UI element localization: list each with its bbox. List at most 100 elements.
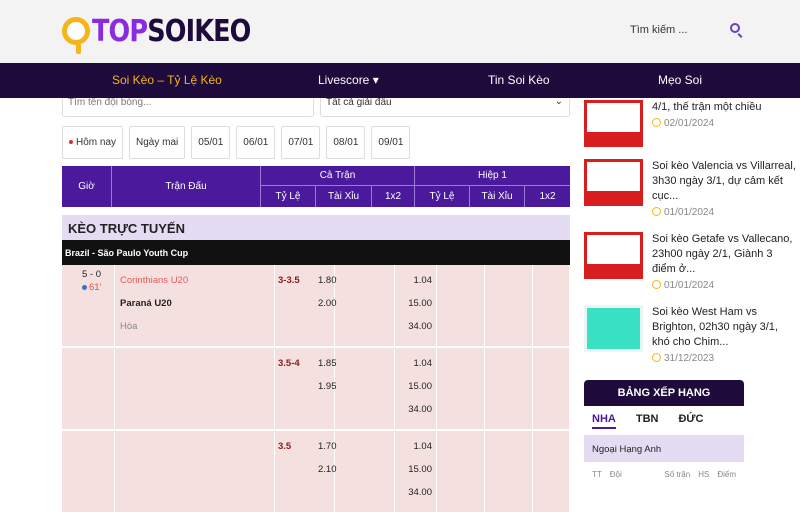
odds-cell (533, 348, 570, 429)
odds-1x2[interactable]: 34.00 (408, 321, 432, 332)
live-odds-title: KÈO TRỰC TUYẾN (62, 215, 570, 240)
article-date: 01/01/2024 (652, 279, 796, 293)
odds-cell (533, 265, 570, 346)
away-team[interactable]: Paraná U20 (120, 298, 172, 309)
odds-1x2[interactable]: 34.00 (408, 487, 432, 498)
article-thumbnail[interactable] (584, 305, 643, 352)
nav-item-soi-keo[interactable]: Soi Kèo – Tỷ Lệ Kèo (112, 73, 222, 87)
handicap-odds[interactable]: 1.95 (318, 381, 337, 392)
odds-cell (62, 348, 115, 429)
odds-cell (437, 348, 485, 429)
article-item[interactable]: Soi kèo Valencia vs Villarreal, 3h30 ngà… (584, 159, 798, 220)
article-thumbnail[interactable] (584, 159, 643, 206)
odds-cell (437, 431, 485, 512)
date-tab[interactable]: Ngày mai (129, 126, 186, 159)
league-header[interactable]: Brazil - São Paulo Youth Cup (62, 240, 570, 265)
date-tab[interactable]: 08/01 (326, 126, 366, 159)
odds-1x2[interactable]: 1.04 (413, 441, 433, 452)
league-select-value: Tất cả giải đấu (326, 97, 392, 108)
handicap-odds[interactable]: 1.70 (318, 441, 337, 452)
main-nav: Soi Kèo – Tỷ Lệ Kèo Livescore ▾ Tin Soi … (0, 63, 800, 98)
match-minute: 61' (82, 282, 101, 293)
sidebar: 4/1, thế trận một chiều 02/01/2024 Soi k… (584, 100, 798, 487)
handicap-odds[interactable]: 1.85 (318, 358, 337, 369)
header-time: Giờ (62, 166, 112, 207)
odds-cell (395, 431, 437, 512)
odds-cell (115, 431, 275, 512)
nav-item-livescore[interactable]: Livescore ▾ (318, 73, 379, 87)
site-header: TOPSOIKEO Tìm kiếm ... (0, 0, 800, 63)
date-tab[interactable]: 07/01 (281, 126, 321, 159)
article-title[interactable]: Soi kèo Valencia vs Villarreal, 3h30 ngà… (652, 160, 796, 202)
odds-1x2[interactable]: 15.00 (408, 298, 432, 309)
date-text: 01/01/2024 (664, 280, 715, 291)
article-item[interactable]: Soi kèo Getafe vs Vallecano, 23h00 ngày … (584, 232, 798, 293)
article-title[interactable]: 4/1, thế trận một chiều (652, 101, 762, 113)
odds-1x2[interactable]: 1.04 (413, 275, 433, 286)
odds-cell (62, 431, 115, 512)
header-handicap: Tỷ Lệ (261, 186, 316, 207)
article-thumbnail[interactable] (584, 100, 643, 147)
odds-cell (115, 265, 275, 346)
odds-1x2[interactable]: 1.04 (413, 358, 433, 369)
search-icon[interactable] (730, 23, 740, 33)
tab-tbn[interactable]: TBN (635, 413, 659, 425)
odds-1x2[interactable]: 15.00 (408, 464, 432, 475)
tab-nha[interactable]: NHA (592, 413, 616, 429)
minute-text: 61' (89, 282, 102, 293)
col-team: Đội (609, 470, 622, 479)
date-tab[interactable]: 05/01 (191, 126, 231, 159)
handicap-line: 3-3.5 (278, 275, 300, 286)
odds-row: 5 - 0 61' Corinthians U20 Paraná U20 Hòa… (62, 265, 570, 347)
odds-1x2[interactable]: 15.00 (408, 381, 432, 392)
home-team[interactable]: Corinthians U20 (120, 275, 189, 286)
header-match: Trận Đấu (112, 166, 261, 207)
odds-cell (533, 431, 570, 512)
odds-cell (437, 265, 485, 346)
live-dot-icon (69, 140, 73, 145)
handicap-line: 3.5 (278, 441, 292, 452)
search-input[interactable]: Tìm kiếm ... (630, 24, 688, 36)
article-item[interactable]: Soi kèo West Ham vs Brighton, 02h30 ngày… (584, 305, 798, 366)
odds-cell (115, 348, 275, 429)
odds-cell (275, 265, 335, 346)
header-overunder: Tài Xỉu (316, 186, 372, 207)
handicap-odds[interactable]: 2.00 (318, 298, 337, 309)
header-h1-1x2: 1x2 (539, 191, 556, 202)
date-tab[interactable]: 09/01 (371, 126, 411, 159)
draw-label: Hòa (120, 321, 138, 332)
odds-row: 3.5-4 1.85 1.95 1.04 15.00 34.00 (62, 348, 570, 430)
nav-item-tin-soi-keo[interactable]: Tin Soi Kèo (488, 73, 550, 87)
standings-columns: TT Đội Số trận HS Điểm (584, 462, 744, 487)
odds-cell (395, 265, 437, 346)
handicap-line: 3.5-4 (278, 358, 300, 369)
date-tab[interactable]: 06/01 (236, 126, 276, 159)
date-tab[interactable]: Hôm nay (62, 126, 124, 159)
live-dot-icon (82, 285, 87, 290)
logo-text-soikeo: SOIKEO (147, 13, 251, 49)
header-half1: Hiệp 1 (415, 166, 570, 186)
chevron-down-icon: ⌄ (554, 96, 563, 107)
site-logo[interactable]: TOPSOIKEO (62, 10, 278, 54)
magnifier-ball-icon (62, 17, 90, 54)
article-date: 01/01/2024 (652, 206, 796, 220)
odds-cell (395, 348, 437, 429)
article-thumbnail[interactable] (584, 232, 643, 279)
clock-icon (652, 207, 661, 216)
clock-icon (652, 353, 661, 362)
tab-duc[interactable]: ĐỨC (678, 413, 704, 425)
article-title[interactable]: Soi kèo West Ham vs Brighton, 02h30 ngày… (652, 306, 778, 348)
odds-cell (485, 265, 533, 346)
handicap-odds[interactable]: 1.80 (318, 275, 337, 286)
nav-item-meo-soi[interactable]: Mẹo Soi (658, 73, 703, 87)
header-1x2: 1x2 (372, 186, 415, 207)
header-full-match: Cả Trận (261, 166, 415, 186)
odds-1x2[interactable]: 34.00 (408, 404, 432, 415)
clock-icon (652, 118, 661, 127)
date-text: 02/01/2024 (664, 118, 715, 129)
logo-text-top: TOP (92, 13, 148, 49)
handicap-odds[interactable]: 2.10 (318, 464, 337, 475)
article-item[interactable]: 4/1, thế trận một chiều 02/01/2024 (584, 100, 798, 147)
standings-title: BẢNG XẾP HẠNG (584, 380, 744, 406)
article-title[interactable]: Soi kèo Getafe vs Vallecano, 23h00 ngày … (652, 233, 793, 275)
